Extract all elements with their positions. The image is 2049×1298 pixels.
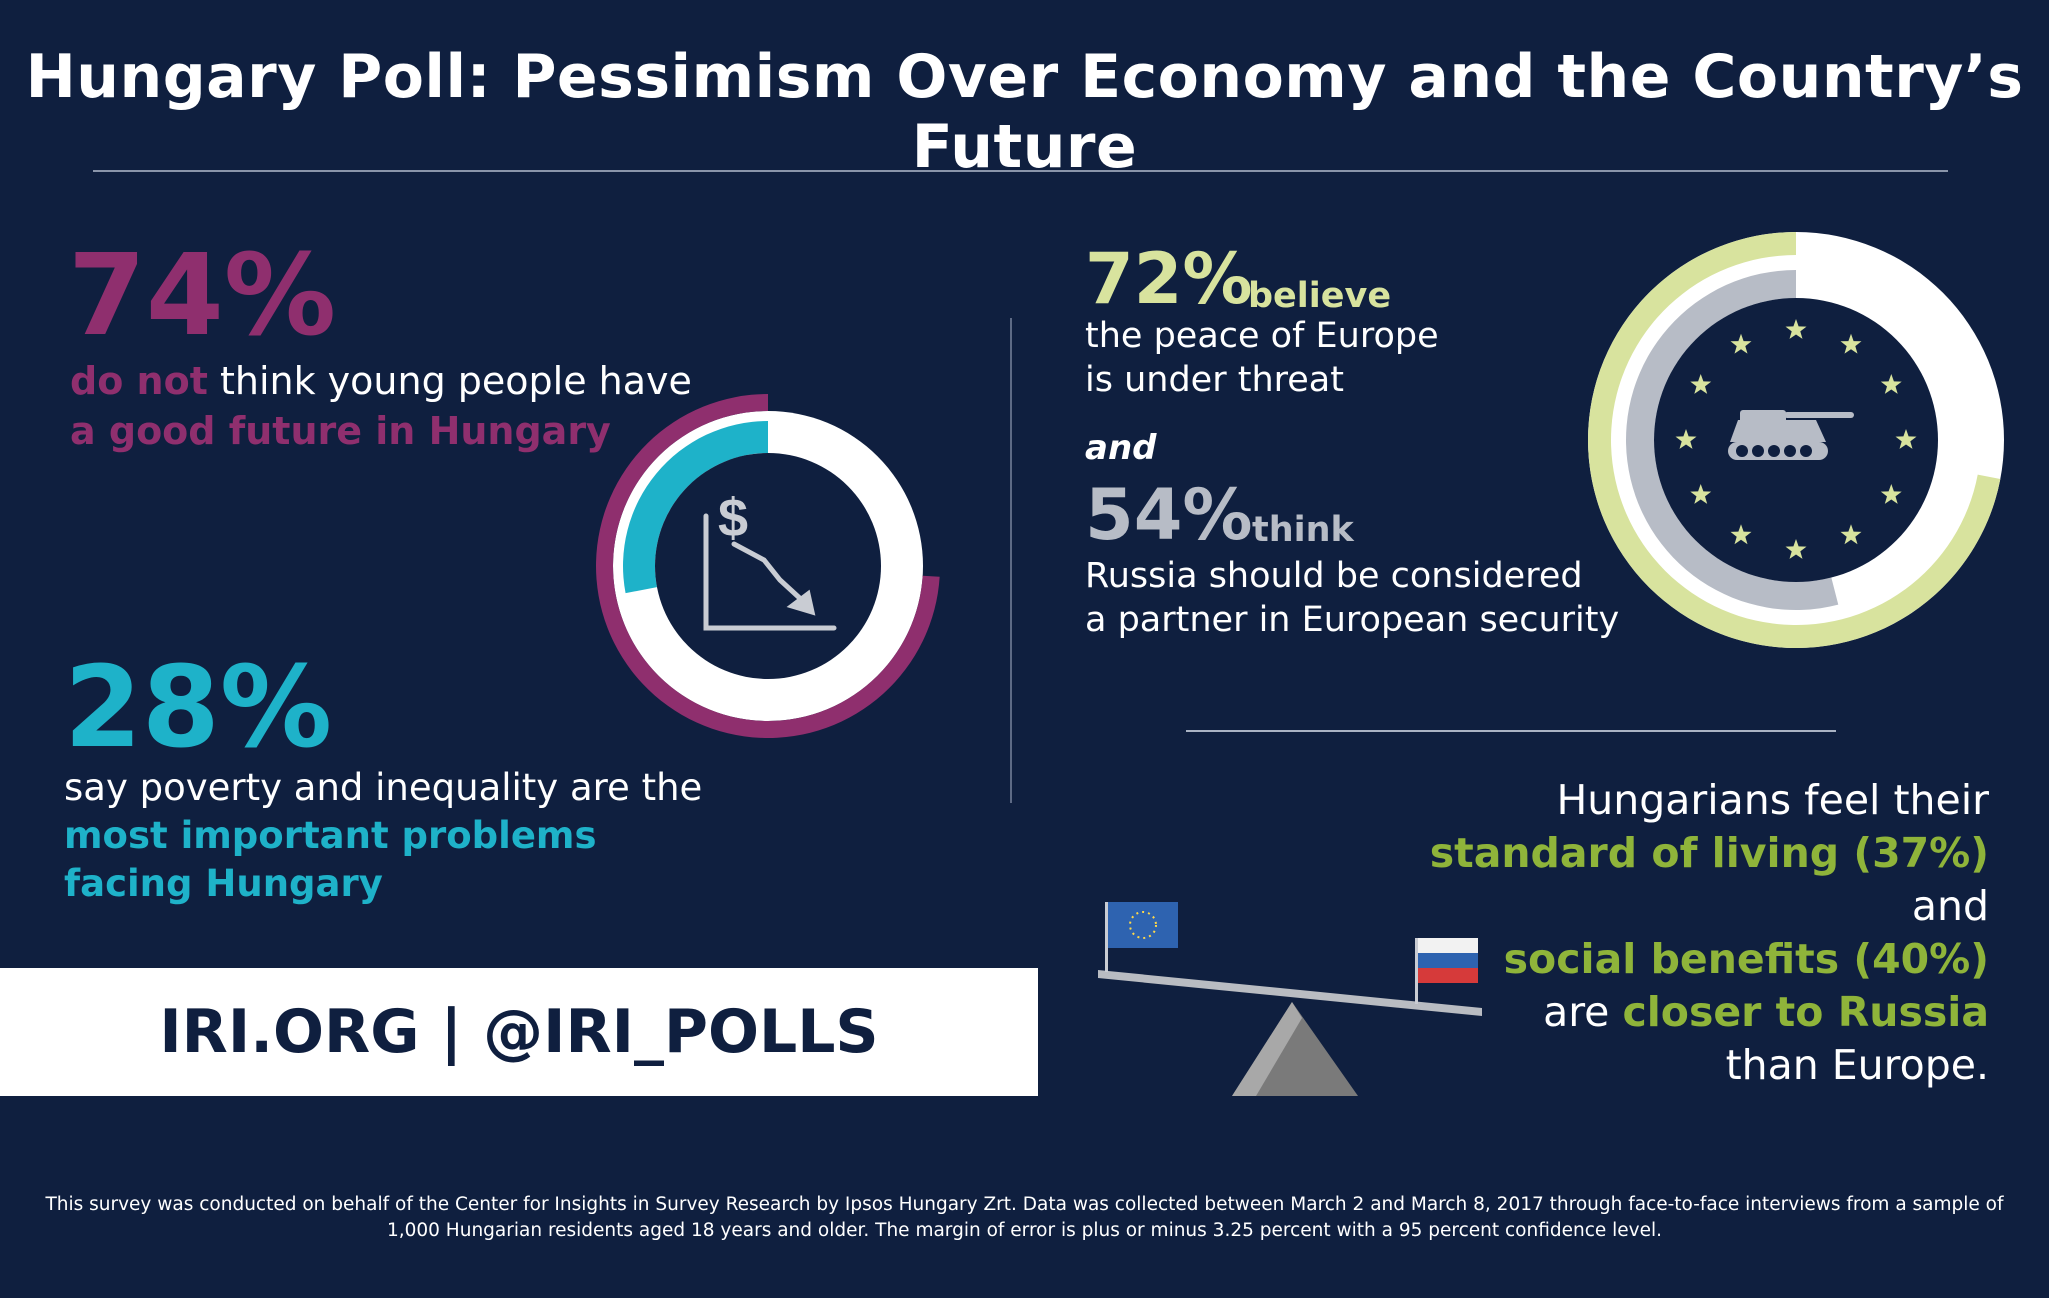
page-title: Hungary Poll: Pessimism Over Economy and…	[25, 42, 2024, 182]
eu-star-icon	[1895, 429, 1917, 449]
eu-star-icon	[1690, 374, 1712, 394]
declining-dollar-chart-icon	[703, 513, 837, 631]
footnote-line1: This survey was conducted on behalf of t…	[45, 1194, 2004, 1215]
donut-28-arc	[623, 421, 768, 594]
russia-flag-icon	[1415, 938, 1478, 1004]
eu-stars-icon	[1675, 319, 1917, 559]
eu-flag-icon	[1105, 902, 1178, 972]
living-line5-highlight: closer to Russia	[1622, 988, 1989, 1036]
stat-74-highlight: do not	[70, 359, 208, 403]
stat-54-text: Russia should be considered a partner in…	[1085, 554, 1619, 642]
eu-star-icon	[1730, 524, 1752, 545]
stat-74-text: do not think young people have a good fu…	[70, 356, 692, 456]
eu-star-icon	[1840, 524, 1862, 545]
living-line1: Hungarians feel their	[1556, 776, 1989, 824]
stat-28-line3: facing Hungary	[64, 862, 383, 905]
seesaw-eu-vs-russia-icon	[1098, 902, 1482, 1096]
eu-star-icon	[1675, 429, 1697, 449]
stat-74-line2: a good future in Hungary	[70, 409, 611, 453]
eu-star-icon	[1690, 484, 1712, 504]
stat-28-line2: most important problems	[64, 814, 597, 857]
stat-54-value: 54%	[1085, 474, 1253, 556]
right-section-divider	[1186, 730, 1836, 732]
living-line2: standard of living (37%)	[1429, 829, 1989, 877]
eu-star-icon	[1730, 333, 1752, 354]
stat-72-line1: the peace of Europe	[1085, 316, 1439, 356]
eu-star-icon	[1880, 484, 1902, 504]
stat-72-verb: believe	[1248, 276, 1392, 316]
stat-54-line1: Russia should be considered	[1085, 556, 1583, 596]
living-line3: and	[1911, 882, 1989, 930]
stat-72-line2: is under threat	[1085, 360, 1344, 400]
seesaw-plank	[1098, 970, 1482, 1016]
poverty-future-donut: $	[596, 394, 940, 738]
methodology-footnote: This survey was conducted on behalf of t…	[40, 1192, 2009, 1244]
eu-star-icon	[1880, 374, 1902, 394]
tank-icon	[1728, 410, 1854, 460]
stat-74-line1: think young people have	[207, 359, 692, 403]
donut-54-arc	[1626, 270, 1839, 610]
living-line6: than Europe.	[1725, 1041, 1989, 1089]
stat-72-value: 72%	[1085, 238, 1253, 320]
stat-28-text: say poverty and inequality are the most …	[64, 764, 702, 908]
stat-54-line2: a partner in European security	[1085, 600, 1620, 640]
eu-star-icon	[1785, 319, 1807, 339]
eu-star-icon	[1840, 333, 1862, 354]
living-line5-pre: are	[1543, 988, 1623, 1036]
column-divider	[1010, 318, 1012, 803]
europe-security-donut	[1588, 232, 2004, 648]
stat-74-value: 74%	[68, 231, 337, 361]
dollar-icon: $	[718, 488, 748, 548]
stat-72-text: the peace of Europe is under threat	[1085, 314, 1439, 402]
footnote-line2: 1,000 Hungarian residents aged 18 years …	[386, 1220, 1663, 1241]
eu-star-icon	[1785, 539, 1807, 559]
living-line4: social benefits (40%)	[1503, 935, 1989, 983]
stat-54-verb: think	[1252, 510, 1354, 550]
connector-and: and	[1085, 428, 1157, 468]
title-divider	[93, 170, 1948, 172]
living-standard-text: Hungarians feel their standard of living…	[1289, 774, 1989, 1092]
stat-28-value: 28%	[64, 643, 333, 773]
stat-28-line1: say poverty and inequality are the	[64, 766, 703, 809]
iri-banner: IRI.ORG | @IRI_POLLS	[0, 968, 1038, 1096]
